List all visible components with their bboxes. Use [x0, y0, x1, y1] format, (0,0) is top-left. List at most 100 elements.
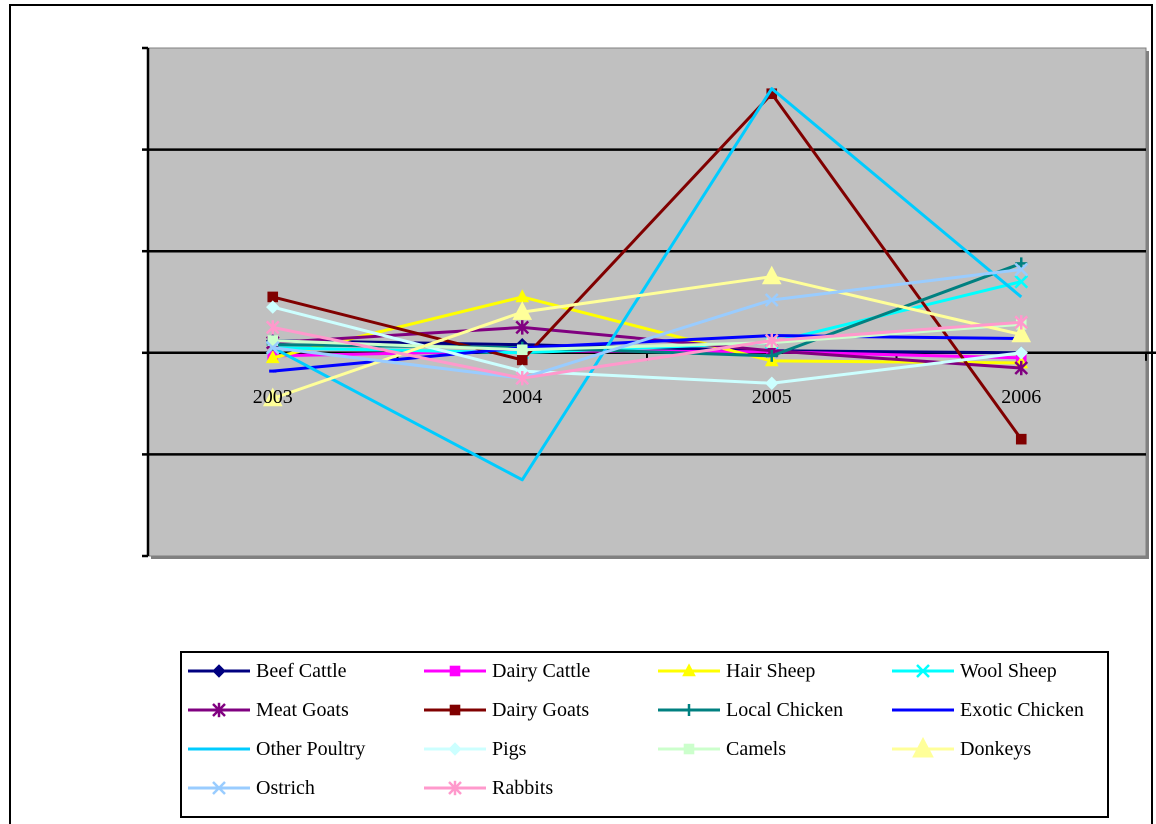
- legend-label: Other Poultry: [256, 737, 366, 760]
- series-line-dairy-goats: [272, 92, 1023, 441]
- legend-item-camels: Camels: [656, 734, 786, 764]
- series-line-rabbits: [272, 320, 1022, 380]
- legend-label: Hair Sheep: [726, 659, 816, 682]
- legend-marker: [912, 737, 934, 758]
- series-line-ostrich: [272, 267, 1022, 380]
- legend-marker: [448, 742, 462, 756]
- data-point-pigs: [765, 376, 779, 390]
- series-pigs: [266, 300, 1028, 390]
- data-point-dairy-goats: [1015, 433, 1027, 445]
- data-point-dairy-goats: [267, 291, 279, 303]
- legend-label: Pigs: [492, 737, 527, 760]
- legend-item-dairy-cattle: Dairy Cattle: [422, 656, 590, 686]
- legend-swatch: [424, 704, 486, 716]
- legend-marker: [212, 702, 226, 718]
- data-point-ostrich: [764, 293, 779, 307]
- series-line-pigs: [272, 305, 1022, 385]
- legend-marker: [448, 780, 462, 796]
- legend-label: Dairy Cattle: [492, 659, 591, 682]
- data-point-camels: [267, 335, 279, 346]
- chart-legend: Beef Cattle Dairy Cattle Hair Sheep Wool Sh…: [180, 651, 1109, 818]
- series-line-donkeys: [272, 275, 1022, 400]
- data-point-ostrich: [265, 340, 280, 355]
- legend-item-rabbits: Rabbits: [422, 773, 553, 803]
- data-point-dairy-goats: [516, 354, 528, 366]
- series-dairy-goats: [267, 88, 1027, 445]
- data-point-donkeys: [512, 301, 533, 320]
- data-point-local-chicken: [1015, 257, 1028, 270]
- x-tick-label: 2004: [502, 386, 542, 408]
- legend-label: Camels: [726, 737, 786, 760]
- series-line-exotic-chicken: [272, 334, 1022, 373]
- x-tick-label: 2005: [752, 386, 792, 408]
- series-line-wool-sheep: [272, 280, 1022, 355]
- plot-area: [147, 47, 1147, 557]
- legend-item-dairy-goats: Dairy Goats: [422, 695, 589, 725]
- legend-marker: [682, 663, 696, 677]
- legend-label: Dairy Goats: [492, 698, 590, 721]
- legend-swatch: [188, 781, 250, 795]
- legend-item-ostrich: Ostrich: [186, 773, 315, 803]
- legend-swatch: [892, 708, 954, 712]
- legend-marker: [212, 781, 226, 795]
- legend-item-other-poultry: Other Poultry: [186, 734, 365, 764]
- legend-marker: [212, 664, 226, 678]
- legend-item-beef-cattle: Beef Cattle: [186, 656, 347, 686]
- legend-label: Ostrich: [256, 776, 315, 799]
- data-point-hair-sheep: [265, 350, 280, 364]
- data-point-rabbits: [1014, 315, 1029, 330]
- data-point-donkeys: [1011, 323, 1032, 343]
- data-point-rabbits: [515, 371, 530, 386]
- legend-marker: [916, 664, 930, 678]
- x-tick-label: 2003: [253, 386, 293, 408]
- data-point-donkeys: [761, 265, 782, 285]
- data-point-ostrich: [1014, 262, 1029, 277]
- legend-label: Local Chicken: [726, 698, 844, 721]
- legend-label: Rabbits: [492, 776, 554, 799]
- legend-item-pigs: Pigs: [422, 734, 526, 764]
- legend-label: Donkeys: [960, 737, 1032, 760]
- legend-item-meat-goats: Meat Goats: [186, 695, 349, 725]
- legend-label: Wool Sheep: [960, 659, 1057, 682]
- series-rabbits: [265, 315, 1029, 386]
- data-point-camels: [516, 344, 528, 356]
- data-point-meat-goats: [1014, 360, 1029, 376]
- legend-swatch: [892, 664, 954, 678]
- legend-swatch: [188, 702, 250, 718]
- legend-item-hair-sheep: Hair Sheep: [656, 656, 815, 686]
- data-point-pigs: [266, 300, 280, 314]
- legend-item-exotic-chicken: Exotic Chicken: [890, 695, 1084, 725]
- series-other-poultry: [272, 87, 1023, 482]
- legend-item-wool-sheep: Wool Sheep: [890, 656, 1057, 686]
- data-point-wool-sheep: [1014, 274, 1029, 289]
- legend-label: Exotic Chicken: [960, 698, 1084, 721]
- legend-swatch: [424, 780, 486, 796]
- legend-swatch: [424, 742, 486, 756]
- legend-swatch: [658, 743, 720, 755]
- legend-marker: [683, 743, 695, 755]
- data-point-donkeys: [262, 387, 283, 407]
- legend-label: Beef Cattle: [256, 659, 347, 682]
- legend-item-donkeys: Donkeys: [890, 734, 1031, 764]
- legend-marker: [683, 704, 695, 716]
- series-donkeys: [262, 265, 1032, 407]
- legend-swatch: [658, 663, 720, 677]
- data-point-rabbits: [265, 320, 280, 335]
- data-point-rabbits: [764, 333, 779, 348]
- data-point-meat-goats: [515, 320, 530, 335]
- legend-swatch: [188, 747, 250, 751]
- legend-marker: [449, 665, 461, 677]
- series-line-camels: [272, 322, 1022, 352]
- data-point-pigs: [1014, 346, 1028, 360]
- legend-swatch: [658, 704, 720, 716]
- legend-marker: [449, 704, 461, 716]
- series-line-other-poultry: [272, 87, 1023, 482]
- legend-swatch: [188, 664, 250, 678]
- legend-label: Meat Goats: [256, 698, 349, 721]
- legend-swatch: [424, 665, 486, 677]
- x-tick-label: 2006: [1001, 386, 1041, 408]
- legend-swatch: [892, 737, 954, 758]
- legend-item-local-chicken: Local Chicken: [656, 695, 843, 725]
- data-point-local-chicken: [765, 349, 778, 362]
